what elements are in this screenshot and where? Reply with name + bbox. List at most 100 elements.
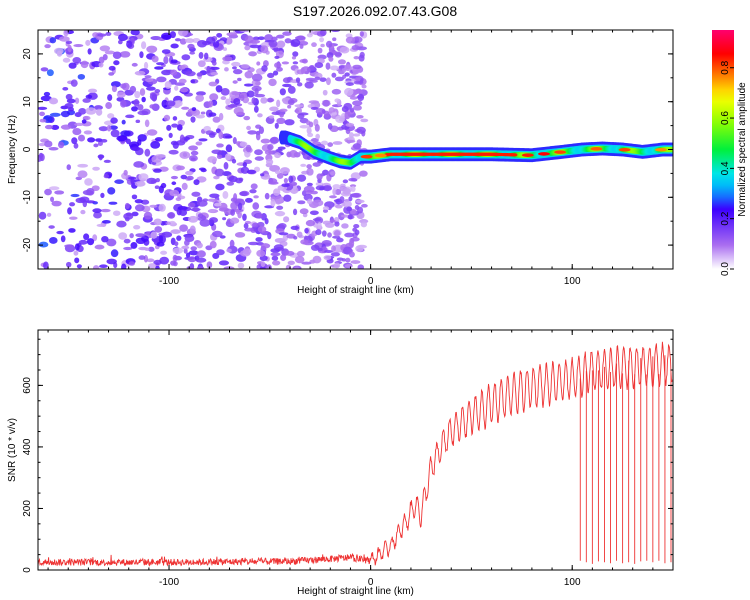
noise-blob — [153, 168, 162, 173]
noise-blob — [161, 231, 173, 238]
noise-blob — [309, 210, 319, 216]
noise-blob — [278, 232, 289, 236]
snr-panel: -100 0 100 0 200 400 600 Height of straight lin… — [7, 329, 674, 597]
noise-blob — [143, 61, 149, 70]
noise-blob — [262, 60, 269, 67]
noise-blob — [209, 240, 217, 249]
x-tick-label: -100 — [159, 276, 179, 287]
noise-blob — [144, 148, 151, 157]
noise-blob — [351, 45, 360, 51]
noise-blob — [268, 40, 278, 48]
noise-blob — [208, 132, 216, 138]
noise-blob — [255, 132, 261, 141]
noise-blob — [296, 250, 305, 257]
noise-blob — [77, 170, 88, 179]
noise-blob — [112, 51, 122, 59]
noise-blob — [212, 41, 220, 48]
noise-blob — [123, 246, 133, 251]
noise-blob — [134, 90, 141, 99]
x-tick-label: 100 — [564, 276, 581, 287]
noise-blob — [322, 220, 331, 225]
noise-blob — [260, 243, 271, 249]
noise-blob — [352, 227, 358, 232]
noise-blob — [360, 118, 369, 123]
noise-blob — [195, 94, 204, 102]
noise-blob — [197, 39, 208, 48]
noise-blob — [294, 266, 300, 269]
noise-blob — [227, 104, 238, 108]
noise-blob — [257, 36, 266, 41]
noise-blob — [196, 242, 203, 249]
noise-blob — [80, 209, 86, 215]
noise-blob — [351, 192, 362, 198]
noise-blob — [86, 188, 95, 196]
noise-blob — [117, 33, 128, 42]
noise-blob — [179, 134, 185, 143]
noise-blob — [306, 198, 313, 205]
noise-blob — [306, 182, 313, 187]
noise-blob — [240, 64, 250, 69]
noise-blob — [279, 88, 286, 96]
noise-blob — [120, 99, 127, 108]
noise-blob — [144, 119, 150, 128]
noise-blob — [295, 77, 301, 84]
noise-blob — [329, 195, 337, 199]
noise-blob — [92, 208, 102, 213]
noise-blob — [40, 67, 49, 72]
noise-blob — [218, 131, 224, 140]
noise-blob — [79, 196, 90, 203]
noise-blob — [282, 31, 292, 36]
noise-blob — [67, 207, 73, 215]
signal-hotspot — [537, 152, 550, 156]
noise-blob — [270, 199, 276, 207]
noise-blob — [151, 55, 159, 63]
noise-blob — [137, 110, 149, 116]
noise-blob — [148, 263, 157, 269]
noise-blob — [175, 197, 182, 202]
noise-blob — [163, 56, 169, 65]
noise-blob — [276, 172, 284, 179]
noise-blob — [296, 231, 303, 238]
snr-frame — [37, 329, 674, 571]
noise-blob — [74, 122, 84, 127]
noise-blob — [226, 32, 238, 37]
noise-blob — [68, 62, 77, 69]
noise-blob — [351, 89, 363, 94]
noise-blob — [281, 61, 290, 65]
noise-blob — [185, 70, 196, 77]
noise-blob — [349, 132, 354, 139]
noise-blob — [60, 124, 72, 130]
noise-blob — [359, 31, 364, 37]
noise-blob — [251, 97, 257, 104]
noise-blob — [207, 156, 218, 163]
noise-blob — [54, 47, 64, 55]
noise-blob — [63, 30, 69, 37]
noise-blob — [269, 136, 280, 144]
noise-blob — [123, 238, 131, 244]
noise-blob — [314, 76, 321, 81]
noise-blob — [64, 244, 74, 248]
noise-blob — [65, 93, 73, 101]
noise-blob — [134, 180, 146, 187]
noise-blob — [197, 60, 206, 68]
noise-blob — [327, 232, 332, 238]
noise-blob — [267, 144, 274, 151]
noise-blob — [266, 97, 275, 103]
noise-blob — [334, 76, 344, 82]
noise-blob — [113, 60, 120, 66]
noise-blob — [317, 222, 322, 229]
noise-blob — [252, 222, 259, 228]
noise-blob — [179, 224, 189, 232]
noise-blob — [81, 119, 87, 124]
noise-blob — [66, 164, 72, 171]
noise-blob — [249, 39, 261, 44]
noise-blob — [212, 116, 221, 123]
noise-blob — [226, 248, 232, 253]
noise-blob — [116, 91, 126, 98]
noise-blob — [43, 261, 49, 269]
noise-blob — [314, 62, 324, 69]
noise-blob — [74, 243, 80, 251]
noise-blob — [356, 126, 366, 134]
noise-blob — [94, 244, 105, 250]
noise-blob — [98, 154, 103, 161]
